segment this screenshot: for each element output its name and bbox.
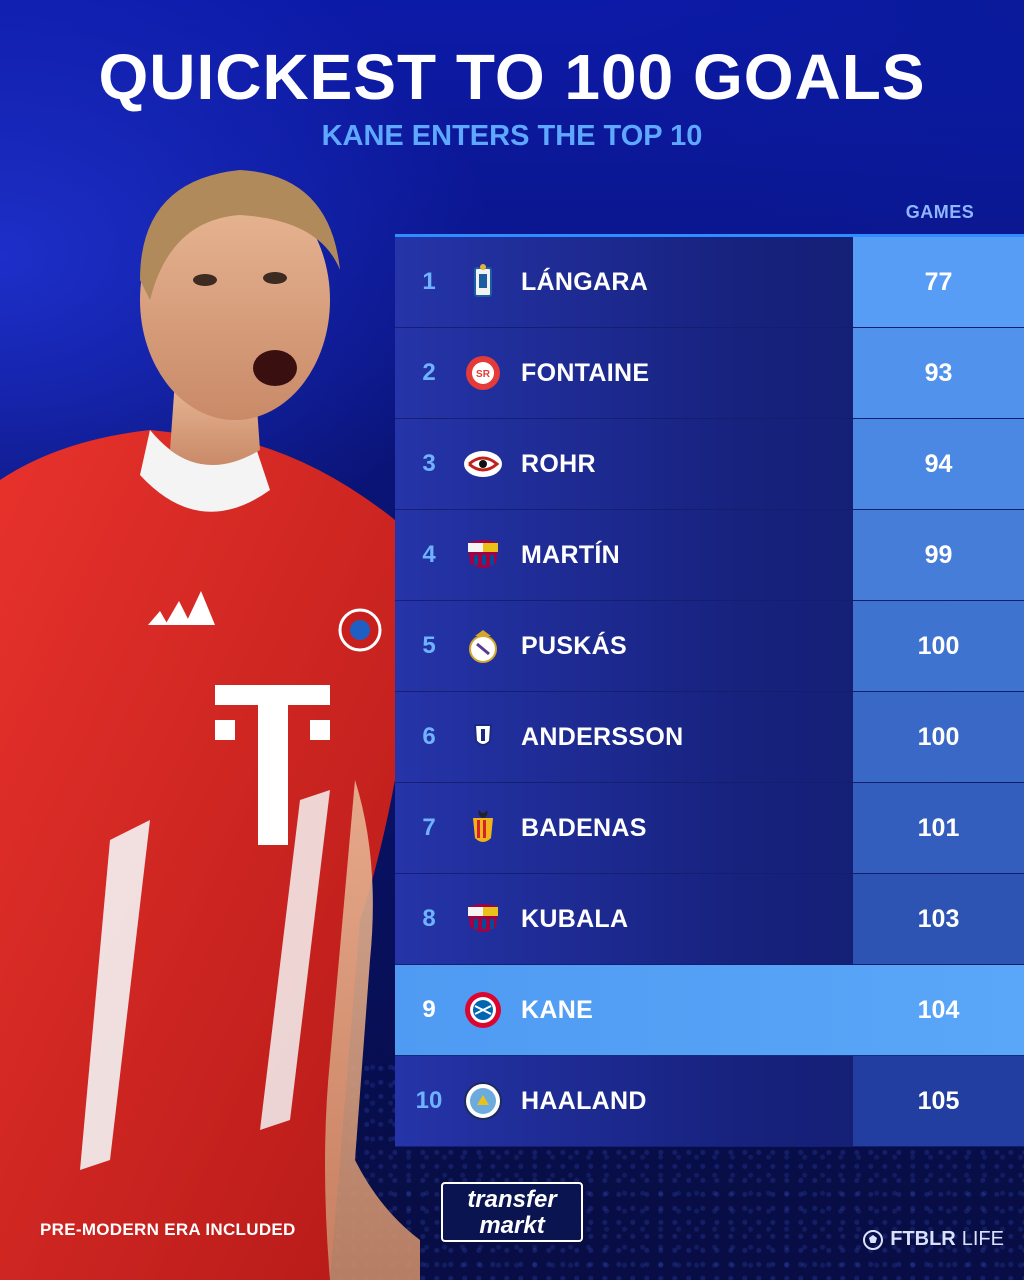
footnote: PRE-MODERN ERA INCLUDED [40,1220,296,1239]
real-madrid-crest-icon [463,626,503,666]
player-name: LÁNGARA [521,267,649,296]
games-count: 100 [853,692,1024,782]
table-row: 5 PUSKÁS 100 [395,601,1024,692]
player-name: FONTAINE [521,358,650,387]
rank-number: 2 [422,359,436,386]
rank-number: 5 [422,632,436,659]
games-count: 101 [853,783,1024,873]
brand-light: LIFE [961,1228,1004,1250]
table-row: 1 LÁNGARA 77 [395,237,1024,328]
rank-number: 10 [415,1087,443,1114]
player-name: HAALAND [521,1086,647,1115]
player-name: PUSKÁS [521,631,627,660]
page-title: QUICKEST TO 100 GOALS [98,41,926,113]
table-row: 2 SR FONTAINE 93 [395,328,1024,419]
table-row: 3 ROHR 94 [395,419,1024,510]
player-photo [0,170,420,1280]
player-name: KUBALA [521,904,629,933]
player-name: ANDERSSON [521,722,684,751]
games-count: 104 [917,995,960,1024]
ranking-table: 1 LÁNGARA 77 2 SR FONTAINE 93 3 ROHR 94 4 MARTÍN 99 5… [395,234,1024,1147]
table-row: 6 ANDERSSON 100 [395,692,1024,783]
player-name: BADENAS [521,813,647,842]
real-oviedo-crest-icon [463,262,503,302]
rank-number: 3 [422,450,436,477]
transfermarkt-logo: transfer markt [441,1182,583,1242]
games-count: 103 [853,874,1024,964]
player-name: KANE [521,995,594,1024]
rank-number: 8 [422,905,436,932]
rank-number: 4 [422,541,436,568]
player-name: ROHR [521,449,596,478]
player-name: MARTÍN [521,540,621,569]
games-count: 105 [853,1056,1024,1146]
stade-reims-crest-icon: SR [463,353,503,393]
rank-number: 7 [422,814,436,841]
svg-text:SR: SR [476,369,491,380]
table-row: 10 HAALAND 105 [395,1056,1024,1147]
rank-number: 6 [422,723,436,750]
rank-number: 9 [422,996,436,1023]
bayern-munich-crest-icon [463,990,503,1030]
ogc-nice-crest-icon [463,444,503,484]
rank-number: 1 [422,268,436,295]
page-subtitle: KANE ENTERS THE TOP 10 [321,120,703,152]
table-row: 9 KANE 104 [395,965,1024,1056]
football-icon [863,1229,884,1250]
shield-crest-icon [463,717,503,757]
table-row: 4 MARTÍN 99 [395,510,1024,601]
fc-barcelona-crest-icon [463,899,503,939]
table-row: 8 KUBALA 103 [395,874,1024,965]
games-count: 100 [853,601,1024,691]
manchester-city-crest-icon [463,1081,503,1121]
games-count: 94 [853,419,1024,509]
logo-line-1: transfer [467,1186,557,1213]
brand-bold: FTBLR [890,1228,956,1250]
games-count: 77 [853,237,1024,327]
games-column-header: GAMES [905,202,975,222]
logo-line-2: markt [479,1212,545,1239]
brand-mark: FTBLR LIFE [862,1228,1004,1251]
games-count: 99 [853,510,1024,600]
games-count: 93 [853,328,1024,418]
table-row: 7 BADENAS 101 [395,783,1024,874]
valencia-crest-icon [463,808,503,848]
fc-barcelona-crest-icon [463,535,503,575]
